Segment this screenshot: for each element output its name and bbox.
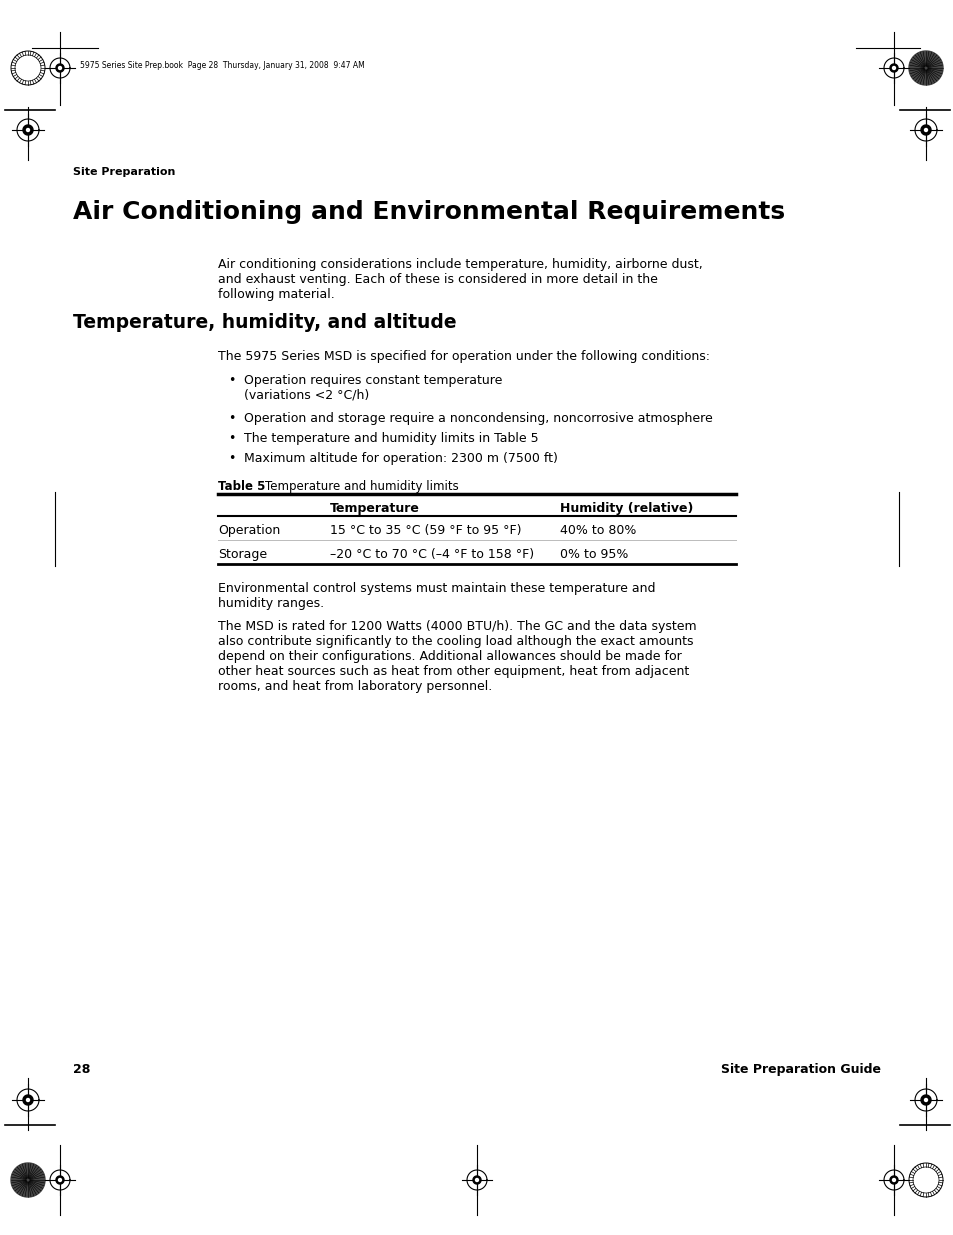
Text: –20 °C to 70 °C (–4 °F to 158 °F): –20 °C to 70 °C (–4 °F to 158 °F): [330, 548, 534, 561]
Text: Temperature and humidity limits: Temperature and humidity limits: [265, 480, 458, 493]
Text: •: •: [228, 374, 235, 387]
Text: •: •: [228, 412, 235, 425]
Text: Humidity (relative): Humidity (relative): [559, 501, 693, 515]
Polygon shape: [56, 1176, 64, 1184]
Polygon shape: [11, 1163, 45, 1197]
Polygon shape: [920, 1095, 930, 1105]
Text: rooms, and heat from laboratory personnel.: rooms, and heat from laboratory personne…: [218, 680, 492, 693]
Text: The MSD is rated for 1200 Watts (4000 BTU/h). The GC and the data system: The MSD is rated for 1200 Watts (4000 BT…: [218, 620, 696, 634]
Text: Operation: Operation: [218, 524, 280, 537]
Polygon shape: [27, 1098, 30, 1102]
Polygon shape: [58, 67, 61, 69]
Polygon shape: [23, 1095, 33, 1105]
Text: Table 5: Table 5: [218, 480, 265, 493]
Text: Site Preparation: Site Preparation: [73, 167, 175, 177]
Text: Site Preparation Guide: Site Preparation Guide: [720, 1063, 880, 1076]
Text: Temperature: Temperature: [330, 501, 419, 515]
Polygon shape: [892, 1178, 895, 1182]
Polygon shape: [889, 1176, 897, 1184]
Text: also contribute significantly to the cooling load although the exact amounts: also contribute significantly to the coo…: [218, 635, 693, 648]
Text: and exhaust venting. Each of these is considered in more detail in the: and exhaust venting. Each of these is co…: [218, 273, 658, 287]
Text: •: •: [228, 452, 235, 466]
Polygon shape: [58, 1178, 61, 1182]
Text: 0% to 95%: 0% to 95%: [559, 548, 628, 561]
Text: following material.: following material.: [218, 288, 335, 301]
Polygon shape: [923, 1098, 926, 1102]
Text: depend on their configurations. Additional allowances should be made for: depend on their configurations. Addition…: [218, 650, 681, 663]
Polygon shape: [56, 64, 64, 72]
Text: (variations <2 °C/h): (variations <2 °C/h): [244, 388, 369, 401]
Text: Air conditioning considerations include temperature, humidity, airborne dust,: Air conditioning considerations include …: [218, 258, 702, 270]
Polygon shape: [475, 1178, 478, 1182]
Text: Air Conditioning and Environmental Requirements: Air Conditioning and Environmental Requi…: [73, 200, 784, 224]
Polygon shape: [889, 64, 897, 72]
Text: humidity ranges.: humidity ranges.: [218, 597, 324, 610]
Text: Storage: Storage: [218, 548, 267, 561]
Text: Environmental control systems must maintain these temperature and: Environmental control systems must maint…: [218, 582, 655, 595]
Text: Operation requires constant temperature: Operation requires constant temperature: [244, 374, 502, 387]
Text: Temperature, humidity, and altitude: Temperature, humidity, and altitude: [73, 312, 456, 332]
Text: Operation and storage require a noncondensing, noncorrosive atmosphere: Operation and storage require a nonconde…: [244, 412, 712, 425]
Text: •: •: [228, 432, 235, 445]
Text: The temperature and humidity limits in Table 5: The temperature and humidity limits in T…: [244, 432, 538, 445]
Polygon shape: [23, 125, 33, 135]
Text: 15 °C to 35 °C (59 °F to 95 °F): 15 °C to 35 °C (59 °F to 95 °F): [330, 524, 521, 537]
Text: The 5975 Series MSD is specified for operation under the following conditions:: The 5975 Series MSD is specified for ope…: [218, 350, 709, 363]
Text: 28: 28: [73, 1063, 91, 1076]
Text: 40% to 80%: 40% to 80%: [559, 524, 636, 537]
Polygon shape: [892, 67, 895, 69]
Polygon shape: [920, 125, 930, 135]
Polygon shape: [908, 51, 942, 85]
Polygon shape: [27, 128, 30, 131]
Text: other heat sources such as heat from other equipment, heat from adjacent: other heat sources such as heat from oth…: [218, 664, 688, 678]
Polygon shape: [473, 1176, 480, 1184]
Text: Maximum altitude for operation: 2300 m (7500 ft): Maximum altitude for operation: 2300 m (…: [244, 452, 558, 466]
Text: 5975 Series Site Prep.book  Page 28  Thursday, January 31, 2008  9:47 AM: 5975 Series Site Prep.book Page 28 Thurs…: [80, 62, 364, 70]
Polygon shape: [923, 128, 926, 131]
